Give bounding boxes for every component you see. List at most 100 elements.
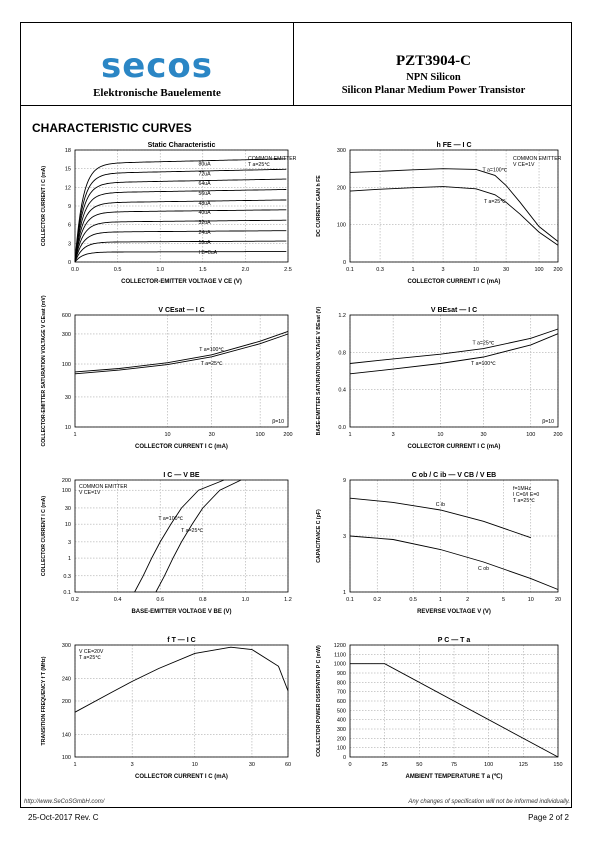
series-label: C ib bbox=[436, 502, 445, 508]
x-tick-label: 3 bbox=[131, 762, 134, 768]
y-tick-label: 600 bbox=[62, 313, 71, 319]
chart-vcesat-vs-ic: V CEsat — I C1 10 30 100 2001030100300600COL… bbox=[41, 295, 293, 450]
y-tick-label: 30 bbox=[65, 506, 71, 512]
y-tick-label: 10 bbox=[65, 425, 71, 431]
y-axis-label: COLLECTOR-EMITTER SATURATION VOLTAGE V C… bbox=[41, 295, 47, 446]
x-tick-label: 1.5 bbox=[199, 267, 207, 273]
plot-frame bbox=[74, 479, 289, 593]
x-tick-label: 0.6 bbox=[156, 597, 164, 603]
x-tick-label: 3 bbox=[392, 432, 395, 438]
y-tick-label: 9 bbox=[68, 204, 71, 210]
x-axis-label: COLLECTOR-EMITTER VOLTAGE V CE (V) bbox=[121, 279, 242, 285]
y-tick-label: 300 bbox=[337, 148, 346, 154]
x-tick-label: 10 bbox=[165, 432, 171, 438]
series-label: 48uA bbox=[199, 201, 212, 207]
y-tick-label: 1100 bbox=[334, 652, 346, 658]
series-line bbox=[349, 168, 559, 242]
y-tick-label: 100 bbox=[62, 362, 71, 368]
revision: 25-Oct-2017 Rev. C bbox=[28, 813, 99, 822]
x-tick-label: 0.3 bbox=[376, 267, 384, 273]
y-tick-label: 0.8 bbox=[338, 350, 346, 356]
y-tick-label: 30 bbox=[65, 395, 71, 401]
annotation: V CE=1V bbox=[79, 490, 101, 496]
x-tick-label: 1 bbox=[411, 267, 414, 273]
x-tick-label: 1.2 bbox=[284, 597, 292, 603]
annotation: T a=25℃ bbox=[513, 498, 535, 504]
annotation: V CE=20V bbox=[79, 649, 104, 655]
x-tick-label: 2.0 bbox=[242, 267, 250, 273]
y-tick-label: 100 bbox=[337, 746, 346, 752]
header: secos Elektronische Bauelemente PZT3904-… bbox=[21, 23, 571, 106]
chart-hfe-vs-ic: h FE — I C 0.1 0.3 1 3 10 30 100 200 0 100 200 300 CO… bbox=[316, 142, 563, 285]
x-tick-label: 10 bbox=[192, 762, 198, 768]
y-tick-label: 1200 bbox=[334, 643, 346, 649]
y-axis-label: COLLECTOR POWER DISSIPATION P C (mW) bbox=[316, 645, 322, 757]
page-frame: secos Elektronische Bauelemente PZT3904-… bbox=[20, 22, 572, 808]
annotation: COMMON EMITTER bbox=[79, 484, 128, 490]
x-tick-label: 1 bbox=[439, 597, 442, 603]
series-label: 32uA bbox=[199, 220, 212, 226]
chart-title: C ob / C ib — V CB / V EB bbox=[412, 472, 496, 479]
x-tick-label: 50 bbox=[416, 762, 422, 768]
y-tick-label: 100 bbox=[62, 488, 71, 494]
chart-ic-vs-vbe: I C — V BE 0.2 0.4 0.6 0.8 1.0 1.2 0.1 0.3 1 3 10 30… bbox=[41, 472, 292, 615]
y-axis-label: CAPACITANCE C (pF) bbox=[316, 509, 322, 563]
x-axis-label: COLLECTOR CURRENT I C (mA) bbox=[408, 279, 501, 285]
footer-url[interactable]: http://www.SeCoSGmbH.com/ bbox=[24, 799, 105, 805]
part-info: PZT3904-C NPN Silicon Silicon Planar Med… bbox=[294, 53, 573, 96]
y-tick-label: 800 bbox=[337, 680, 346, 686]
polarity: NPN Silicon bbox=[406, 72, 461, 83]
y-tick-label: 300 bbox=[62, 643, 71, 649]
series-label: T a=100℃ bbox=[483, 167, 508, 173]
x-tick-label: 3 bbox=[442, 267, 445, 273]
series-line bbox=[74, 178, 287, 263]
x-tick-label: 1.0 bbox=[242, 597, 250, 603]
series-line bbox=[350, 663, 559, 758]
chart-ft-vs-ic: f T — I C 1 3 10 30 60 100 140 200 240 300 COLLECTO… bbox=[41, 637, 291, 780]
chart-title: Static Characteristic bbox=[148, 142, 216, 149]
x-tick-label: 20 bbox=[555, 597, 561, 603]
series-label: 56uA bbox=[199, 191, 212, 197]
brand-subtitle: Elektronische Bauelemente bbox=[93, 87, 221, 99]
series-label: T a=25℃ bbox=[181, 528, 203, 534]
x-tick-label: 60 bbox=[285, 762, 291, 768]
section-title: CHARACTERISTIC CURVES bbox=[32, 121, 192, 135]
series-line bbox=[74, 209, 287, 263]
y-tick-label: 6 bbox=[68, 223, 71, 229]
y-tick-label: 200 bbox=[62, 699, 71, 705]
x-tick-label: 100 bbox=[484, 762, 493, 768]
x-tick-label: 150 bbox=[553, 762, 562, 768]
y-tick-label: 200 bbox=[337, 185, 346, 191]
y-tick-label: 500 bbox=[337, 708, 346, 714]
chart-power-derating: P C — T a 0 25 50 75 100 125 150 0 100 200 300 400 50… bbox=[316, 637, 563, 780]
x-axis-label: AMBIENT TEMPERATURE T a (℃) bbox=[406, 773, 503, 780]
series-line bbox=[134, 479, 225, 593]
series-line bbox=[74, 251, 287, 263]
x-tick-label: 25 bbox=[382, 762, 388, 768]
x-tick-label: 30 bbox=[480, 432, 486, 438]
description: Silicon Planar Medium Power Transistor bbox=[341, 85, 526, 96]
y-tick-label: 0 bbox=[343, 755, 346, 761]
series-line bbox=[74, 240, 287, 263]
annotation: COMMON EMITTER bbox=[248, 156, 297, 162]
chart-static-characteristic: Static Characteristic 0.0 0.5 1.0 1.5 2.0 2.5 0… bbox=[41, 142, 297, 285]
series-line bbox=[74, 219, 287, 263]
y-tick-label: 0.3 bbox=[63, 574, 71, 580]
series-label: 80uA bbox=[199, 162, 212, 168]
y-tick-label: 600 bbox=[337, 699, 346, 705]
plot-frame bbox=[74, 644, 289, 758]
x-tick-label: 200 bbox=[283, 432, 292, 438]
x-tick-label: 0.0 bbox=[71, 267, 79, 273]
y-tick-label: 1 bbox=[68, 556, 71, 562]
y-tick-label: 900 bbox=[337, 671, 346, 677]
series-line bbox=[349, 328, 559, 364]
x-tick-label: 0 bbox=[348, 762, 351, 768]
y-tick-label: 200 bbox=[337, 736, 346, 742]
series-line bbox=[74, 646, 289, 713]
y-tick-label: 10 bbox=[65, 522, 71, 528]
series-label: C ob bbox=[478, 566, 489, 572]
series-line bbox=[74, 158, 287, 263]
annotation: β=10 bbox=[272, 419, 284, 425]
x-tick-label: 10 bbox=[528, 597, 534, 603]
x-tick-label: 30 bbox=[249, 762, 255, 768]
